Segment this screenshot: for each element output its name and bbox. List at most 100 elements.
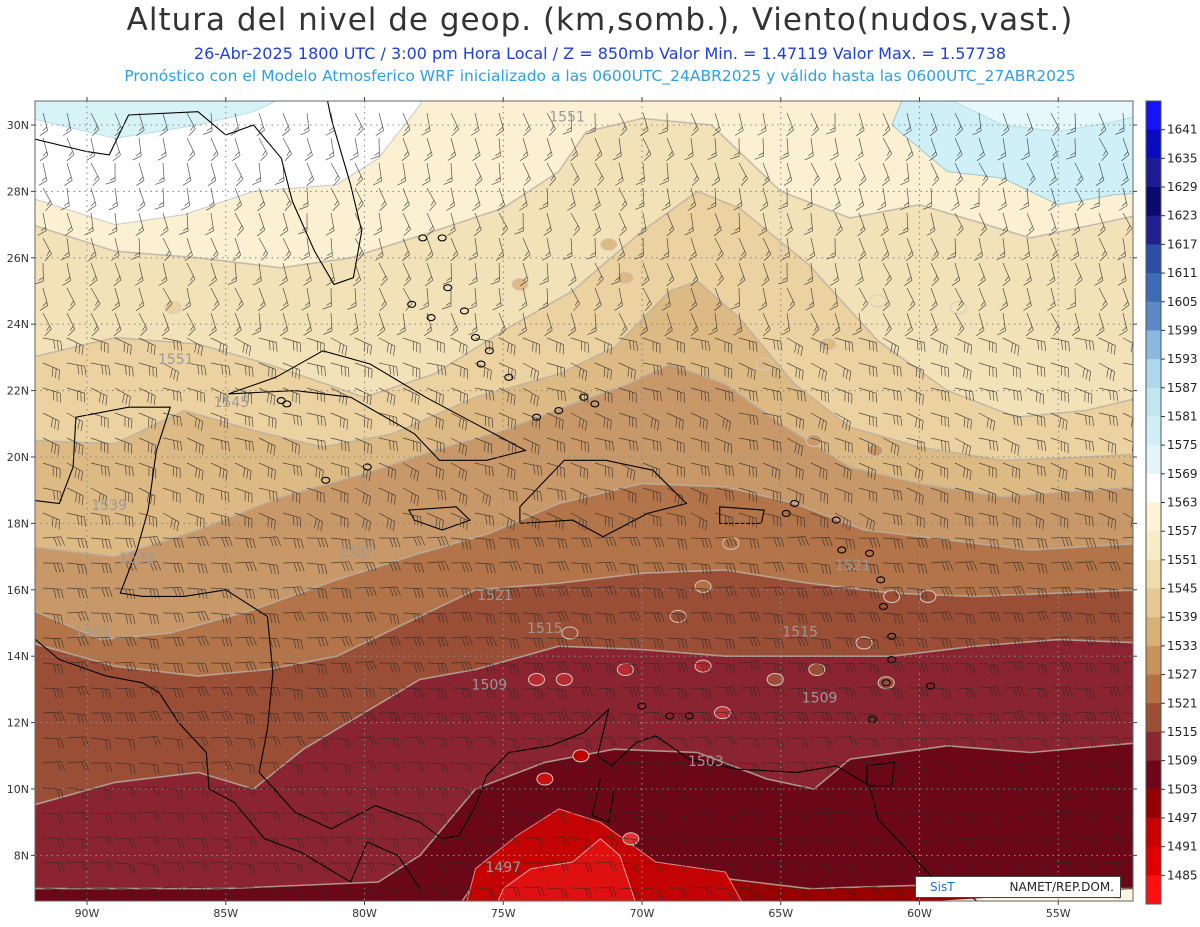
colorbar-swatch: [1146, 387, 1161, 417]
map-plot-area: 1551 1551 1545 1539 1533 1527 1521 1521 1521 1515…: [35, 101, 1133, 901]
latitude-label: 22N: [7, 385, 29, 398]
colorbar-swatch: [1146, 445, 1161, 475]
colorbar-swatch: [1146, 817, 1161, 848]
colorbar-swatch: [1146, 789, 1161, 819]
contour-label: 1503: [688, 754, 724, 770]
colorbar-swatch: [1146, 273, 1161, 303]
credits-box: SisT NAMET/REP.DOM.: [915, 876, 1121, 898]
colorbar-swatch: [1146, 129, 1161, 159]
longitude-label: 75W: [491, 907, 516, 920]
colorbar: 1641 1635 1629 1623 1617 1611 1605 1599 1593 1587…: [1145, 100, 1198, 905]
contour-label: 1533: [119, 551, 155, 567]
colorbar-label: 1545: [1167, 582, 1198, 596]
colorbar-label: 1623: [1167, 209, 1198, 223]
coastlines: [35, 101, 978, 901]
colorbar-swatch: [1146, 158, 1161, 188]
contour-label: 1539: [91, 498, 127, 514]
longitude-label: 85W: [213, 907, 238, 920]
latitude-label: 12N: [7, 717, 29, 730]
map-title: Altura del nivel de geop. (km,somb.), Vi…: [126, 2, 1074, 38]
credit-organization: SisT: [930, 880, 955, 894]
colorbar-label: 1593: [1167, 352, 1198, 366]
geopotential-shading: [35, 101, 1133, 901]
longitude-label: 65W: [768, 907, 793, 920]
colorbar-label: 1527: [1167, 668, 1198, 682]
latitude-label: 18N: [7, 517, 29, 530]
colorbar-label: 1635: [1167, 151, 1198, 165]
contour-label: 1545: [213, 395, 249, 411]
colorbar-swatch: [1146, 703, 1161, 733]
contour-labels: 1551 1551 1545 1539 1533 1527 1521 1521 1521 1515…: [75, 110, 871, 876]
longitude-label: 90W: [75, 907, 100, 920]
latitude-label: 28N: [7, 185, 29, 198]
latitude-label: 24N: [7, 318, 29, 331]
axis-ticks: 30N 28N 26N 24N 22N 20N 18N 16N 14N 12N 10N 8N 90W 85…: [7, 97, 1137, 920]
latitude-label: 14N: [7, 650, 29, 663]
contour-label: 1527: [338, 545, 374, 561]
latitude-label: 10N: [7, 783, 29, 796]
colorbar-swatch: [1146, 731, 1161, 762]
colorbar-swatch: [1146, 645, 1161, 676]
credit-office: NAMET/REP.DOM.: [1009, 880, 1114, 894]
grid-lines: [35, 101, 1133, 901]
colorbar-label: 1539: [1167, 610, 1198, 624]
colorbar-label: 1575: [1167, 438, 1198, 452]
colorbar-label: 1587: [1167, 381, 1198, 395]
contour-label: 1551: [158, 352, 194, 368]
contour-label: 1515: [782, 624, 818, 640]
colorbar-label: 1491: [1167, 840, 1198, 854]
colorbar-label: 1641: [1167, 123, 1198, 137]
colorbar-label: 1581: [1167, 409, 1198, 423]
colorbar-swatch: [1146, 416, 1161, 446]
colorbar-label: 1515: [1167, 725, 1198, 739]
latitude-label: 8N: [14, 849, 29, 862]
latitude-label: 30N: [7, 119, 29, 132]
colorbar-swatch: [1146, 101, 1161, 131]
latitude-label: 26N: [7, 252, 29, 265]
colorbar-label: 1569: [1167, 467, 1198, 481]
colorbar-label: 1605: [1167, 295, 1198, 309]
colorbar-swatch: [1146, 875, 1161, 905]
colorbar-label: 1521: [1167, 696, 1198, 710]
colorbar-swatch: [1146, 588, 1161, 618]
colorbar-swatch: [1146, 617, 1161, 647]
colorbar-swatch: [1146, 502, 1161, 532]
contour-label: 1521: [477, 588, 513, 604]
colorbar-swatch: [1146, 215, 1161, 245]
colorbar-label: 1509: [1167, 754, 1198, 768]
longitude-label: 70W: [630, 907, 655, 920]
longitude-label: 55W: [1046, 907, 1071, 920]
wind-barb-field: [35, 112, 1133, 900]
map-subtitle-valid-time: 26-Abr-2025 1800 UTC / 3:00 pm Hora Loca…: [193, 44, 1007, 63]
colorbar-label: 1617: [1167, 237, 1198, 251]
colorbar-label: 1557: [1167, 524, 1198, 538]
map-subtitle-model-run: Pronóstico con el Modelo Atmosferico WRF…: [124, 67, 1076, 85]
colorbar-swatch: [1146, 531, 1161, 561]
colorbar-swatch: [1146, 559, 1161, 590]
colorbar-swatch: [1146, 846, 1161, 876]
latitude-label: 16N: [7, 584, 29, 597]
colorbar-label: 1497: [1167, 811, 1198, 825]
colorbar-swatch: [1146, 330, 1161, 360]
longitude-label: 80W: [352, 907, 377, 920]
colorbar-swatch: [1146, 187, 1161, 217]
contour-label: 1515: [527, 621, 563, 637]
contour-label: 1551: [549, 110, 585, 126]
contour-label: 1497: [485, 860, 521, 876]
colorbar-label: 1629: [1167, 180, 1198, 194]
contour-label: 1521: [835, 558, 871, 574]
contour-label: 1509: [802, 691, 838, 707]
colorbar-label: 1533: [1167, 639, 1198, 653]
colorbar-label: 1485: [1167, 868, 1198, 882]
latitude-label: 20N: [7, 451, 29, 464]
colorbar-swatch: [1146, 674, 1161, 704]
map-frame: [34, 100, 1134, 902]
longitude-label: 60W: [907, 907, 932, 920]
colorbar-label: 1599: [1167, 323, 1198, 337]
colorbar-swatch: [1146, 359, 1161, 389]
colorbar-swatch: [1146, 244, 1161, 274]
colorbar-swatch: [1146, 760, 1161, 790]
colorbar-swatch: [1146, 301, 1161, 331]
colorbar-label: 1611: [1167, 266, 1198, 280]
